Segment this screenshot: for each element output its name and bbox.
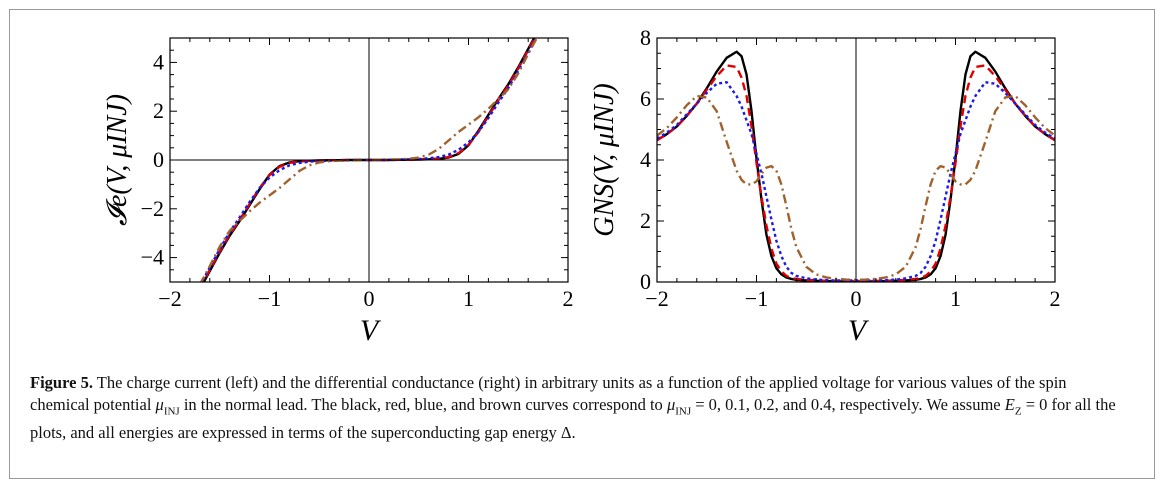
caption-mu-2: μ [666, 395, 676, 414]
series-line-current-mu-0.4 [199, 38, 539, 282]
y-tick-label-current: 2 [153, 98, 164, 123]
y-tick-label-current: 4 [153, 49, 164, 74]
figure-caption: Figure 5. The charge current (left) and … [30, 372, 1130, 444]
x-axis-title-current: V [360, 314, 382, 347]
series-line-conductance-mu-0.4 [657, 94, 1055, 282]
caption-text-3: = 0, 0.1, 0.2, and 0.4, respectively. We… [691, 395, 1005, 414]
x-tick-label-conductance: 2 [1050, 286, 1061, 311]
x-tick-label-conductance: 1 [950, 286, 961, 311]
x-axis-title-conductance: V [848, 314, 870, 347]
x-tick-label-current: 0 [364, 286, 375, 311]
caption-mu-sub-2: INJ [675, 405, 692, 418]
y-axis-title-conductance: GNS(V, μINJ) [589, 83, 620, 237]
x-tick-label-current: 1 [463, 286, 474, 311]
x-tick-label-current: −1 [258, 286, 281, 311]
caption-ez: E [1004, 395, 1015, 414]
y-tick-label-conductance: 4 [640, 147, 651, 172]
x-tick-label-current: 2 [563, 286, 574, 311]
conductance-plot: −2 −1 0 1 2 0 2 4 6 8 GNS(V, μINJ) V [589, 25, 1061, 347]
x-tick-label-conductance: −2 [645, 286, 668, 311]
y-tick-label-current: −2 [141, 196, 164, 221]
caption-text-2: in the normal lead. The black, red, blue… [179, 395, 667, 414]
caption-mu-sub: INJ [163, 405, 180, 418]
caption-ez-sub: Z [1014, 405, 1022, 418]
y-tick-label-conductance: 8 [640, 25, 651, 50]
y-tick-label-conductance: 0 [640, 269, 651, 294]
caption-text-1: The charge current (left) and the differ… [30, 373, 1067, 414]
series-line-conductance-mu-0.1 [657, 64, 1055, 282]
series-line-current-mu-0.2 [200, 38, 538, 282]
caption-label: Figure 5. [30, 373, 93, 392]
x-tick-label-conductance: 0 [851, 286, 862, 311]
y-tick-label-conductance: 6 [640, 86, 651, 111]
caption-text-4: = 0 for all the plots, and all energies … [30, 395, 1116, 443]
y-tick-label-current: 0 [153, 147, 164, 172]
x-tick-label-conductance: −1 [745, 286, 768, 311]
y-axis-title-current: 𝓘e(V, μINJ) [102, 94, 133, 226]
y-tick-label-conductance: 2 [640, 208, 651, 233]
caption-mu: μ [155, 395, 164, 414]
x-tick-label-current: −2 [158, 286, 181, 311]
current-plot: −2 −1 0 1 2 −4 −2 0 2 4 𝓘e(V, μINJ) V [102, 37, 574, 347]
y-tick-label-current: −4 [141, 245, 164, 270]
